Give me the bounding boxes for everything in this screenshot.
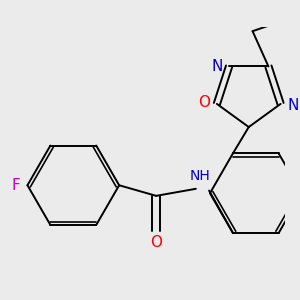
Text: O: O — [150, 235, 162, 250]
Text: N: N — [287, 98, 298, 113]
Text: N: N — [211, 59, 222, 74]
Text: F: F — [12, 178, 20, 193]
Text: O: O — [199, 94, 211, 110]
Text: NH: NH — [190, 169, 211, 183]
